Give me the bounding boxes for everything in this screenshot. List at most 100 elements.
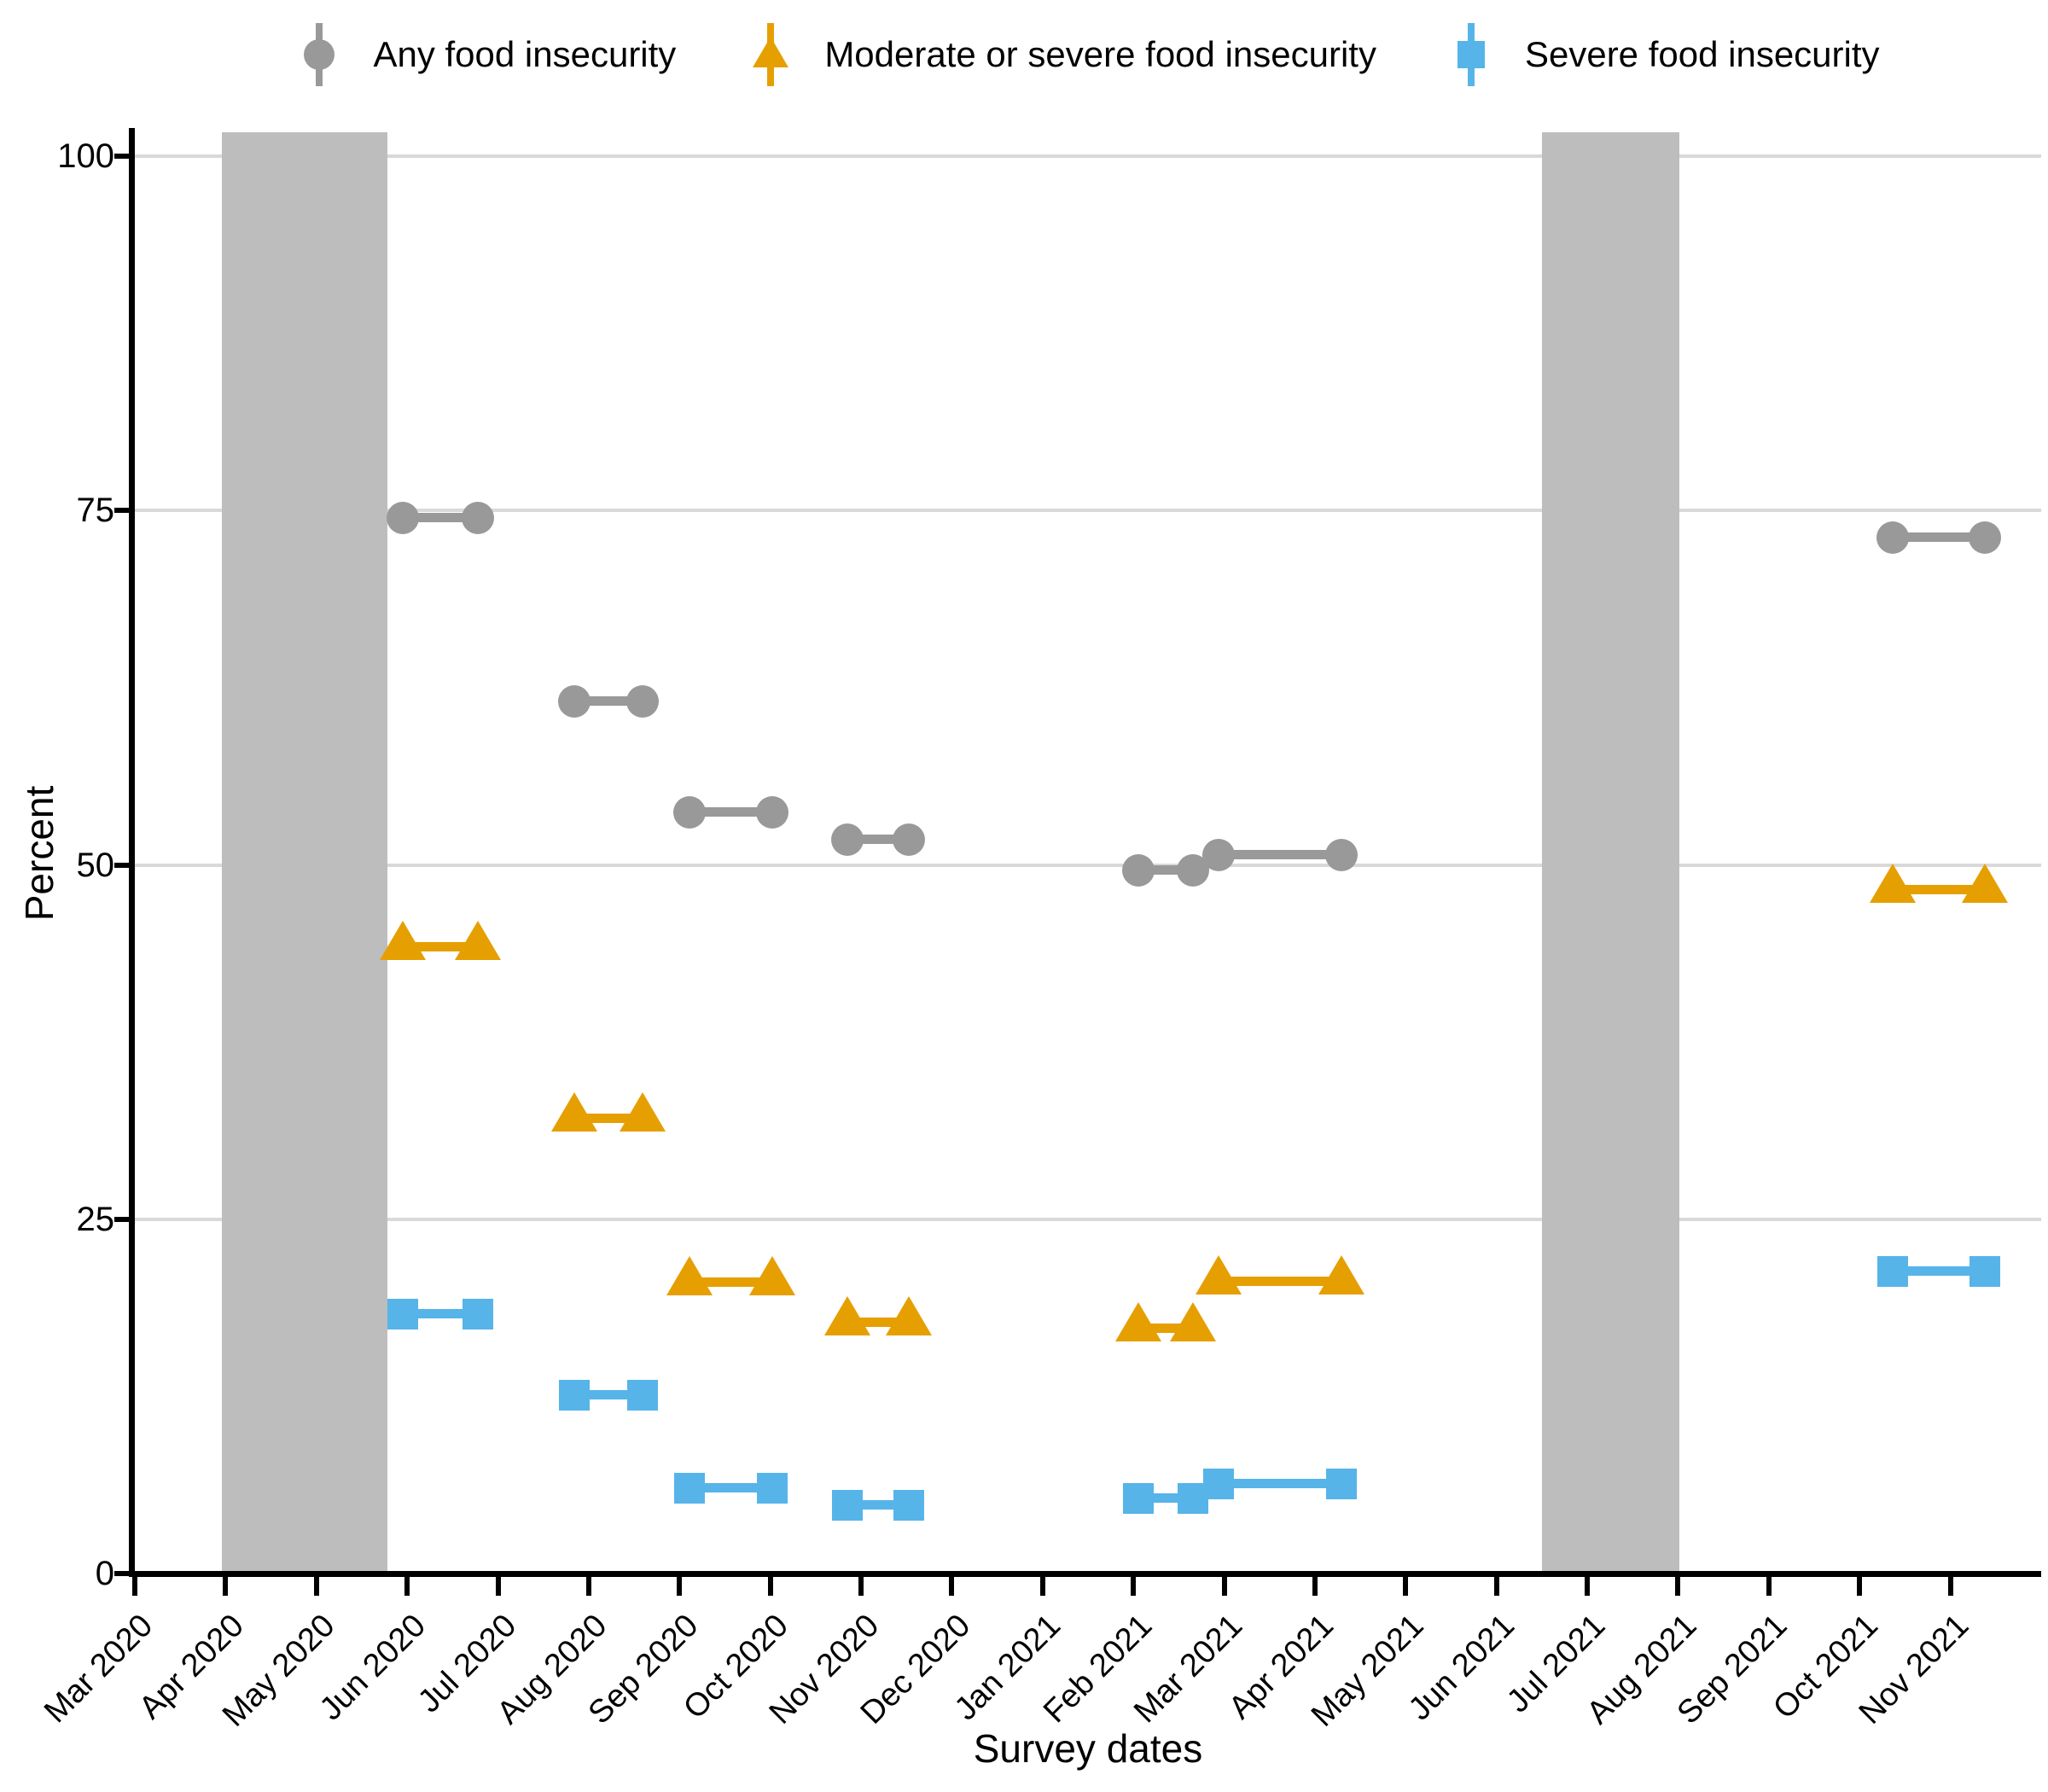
triangle-marker	[666, 1256, 713, 1296]
triangle-marker	[1196, 1254, 1242, 1295]
x-tick-mark	[1221, 1577, 1227, 1596]
y-axis-line	[129, 128, 135, 1577]
triangle-marker	[550, 1091, 597, 1132]
square-marker	[893, 1490, 925, 1521]
survey-range-line	[689, 1483, 772, 1493]
circle-marker	[462, 501, 495, 534]
x-tick-mark	[1493, 1577, 1499, 1596]
square-marker	[1969, 1256, 2001, 1288]
y-tick-label: 75	[76, 492, 115, 530]
y-tick-label: 0	[95, 1555, 114, 1592]
shaded-period-2	[1541, 132, 1679, 1574]
circle-marker	[386, 501, 419, 534]
survey-range-line	[1219, 1276, 1341, 1286]
y-tick-mark	[114, 862, 133, 868]
legend-item: Severe food insecurity	[1448, 19, 1880, 90]
legend-label: Severe food insecurity	[1524, 34, 1880, 74]
legend-key-square	[1448, 19, 1494, 90]
survey-range-line	[402, 512, 479, 522]
survey-range-line	[1219, 849, 1341, 859]
y-tick-label: 50	[76, 846, 115, 884]
x-tick-mark	[1766, 1577, 1772, 1596]
survey-range-line	[573, 696, 643, 707]
survey-range-line	[1137, 1492, 1194, 1503]
circle-marker	[557, 685, 591, 719]
square-icon	[1457, 41, 1485, 68]
survey-range-line	[689, 1277, 772, 1288]
y-tick-mark	[114, 1571, 133, 1576]
circle-marker	[1876, 521, 1909, 554]
triangle-marker	[619, 1091, 666, 1132]
x-tick-mark	[404, 1577, 410, 1596]
x-tick-mark	[858, 1577, 864, 1596]
triangle-marker	[379, 920, 426, 960]
x-tick-mark	[1857, 1577, 1863, 1596]
gridline-25	[135, 1217, 2041, 1221]
survey-range-line	[1892, 885, 1986, 895]
square-marker	[626, 1379, 658, 1411]
survey-range-line	[1137, 1323, 1194, 1333]
triangle-icon	[753, 37, 789, 67]
x-tick-label: Mar 2020	[38, 1608, 160, 1731]
x-tick-mark	[1675, 1577, 1681, 1596]
square-marker	[1325, 1469, 1357, 1500]
triangle-marker	[1170, 1301, 1217, 1341]
survey-range-line	[847, 1500, 910, 1510]
square-marker	[756, 1473, 788, 1504]
triangle-marker	[1318, 1254, 1364, 1295]
x-tick-mark	[949, 1577, 955, 1596]
circle-marker	[1121, 854, 1155, 887]
circle-marker	[1969, 521, 2002, 554]
y-tick-mark	[114, 1216, 133, 1222]
y-tick-label: 100	[57, 137, 114, 175]
x-tick-mark	[767, 1577, 773, 1596]
gridline-75	[135, 509, 2041, 513]
legend-label: Moderate or severe food insecurity	[824, 34, 1376, 74]
legend-key-triangle	[748, 19, 794, 90]
circle-marker	[625, 685, 659, 719]
y-tick-mark	[114, 508, 133, 514]
survey-range-line	[1137, 865, 1194, 876]
x-tick-mark	[1403, 1577, 1409, 1596]
x-tick-mark	[1131, 1577, 1137, 1596]
triangle-marker	[824, 1296, 871, 1335]
survey-range-line	[847, 1318, 910, 1327]
x-tick-mark	[1947, 1577, 1953, 1596]
y-tick-mark	[114, 154, 133, 159]
survey-range-line	[402, 1309, 479, 1319]
circle-marker	[893, 823, 926, 856]
circle-marker	[672, 796, 706, 829]
x-tick-mark	[495, 1577, 501, 1596]
triangle-marker	[1962, 864, 2009, 904]
x-tick-mark	[677, 1577, 683, 1596]
x-tick-mark	[1039, 1577, 1045, 1596]
square-marker	[558, 1379, 590, 1411]
square-marker	[1876, 1256, 1908, 1288]
x-tick-mark	[313, 1577, 319, 1596]
square-marker	[1203, 1469, 1235, 1500]
square-marker	[832, 1490, 864, 1521]
x-tick-mark	[1585, 1577, 1591, 1596]
legend-item: Moderate or severe food insecurity	[748, 19, 1376, 90]
legend-key-circle	[296, 19, 342, 90]
x-axis-title: Survey dates	[973, 1726, 1203, 1771]
legend: Any food insecurity Moderate or severe fo…	[135, 12, 2041, 97]
legend-label: Any food insecurity	[373, 34, 677, 74]
square-marker	[1122, 1482, 1154, 1514]
square-marker	[463, 1299, 494, 1330]
x-tick-mark	[132, 1577, 137, 1596]
gridline-50	[135, 863, 2041, 867]
gridline-100	[135, 154, 2041, 158]
survey-range-line	[573, 1113, 643, 1123]
survey-range-line	[847, 834, 910, 844]
triangle-marker	[748, 1256, 795, 1296]
survey-range-line	[1892, 532, 1986, 542]
circle-icon	[304, 39, 335, 70]
x-tick-mark	[585, 1577, 591, 1596]
survey-range-line	[1219, 1479, 1341, 1489]
triangle-marker	[1869, 864, 1916, 904]
x-tick-mark	[223, 1577, 229, 1596]
circle-marker	[831, 823, 864, 856]
circle-marker	[1202, 838, 1236, 871]
